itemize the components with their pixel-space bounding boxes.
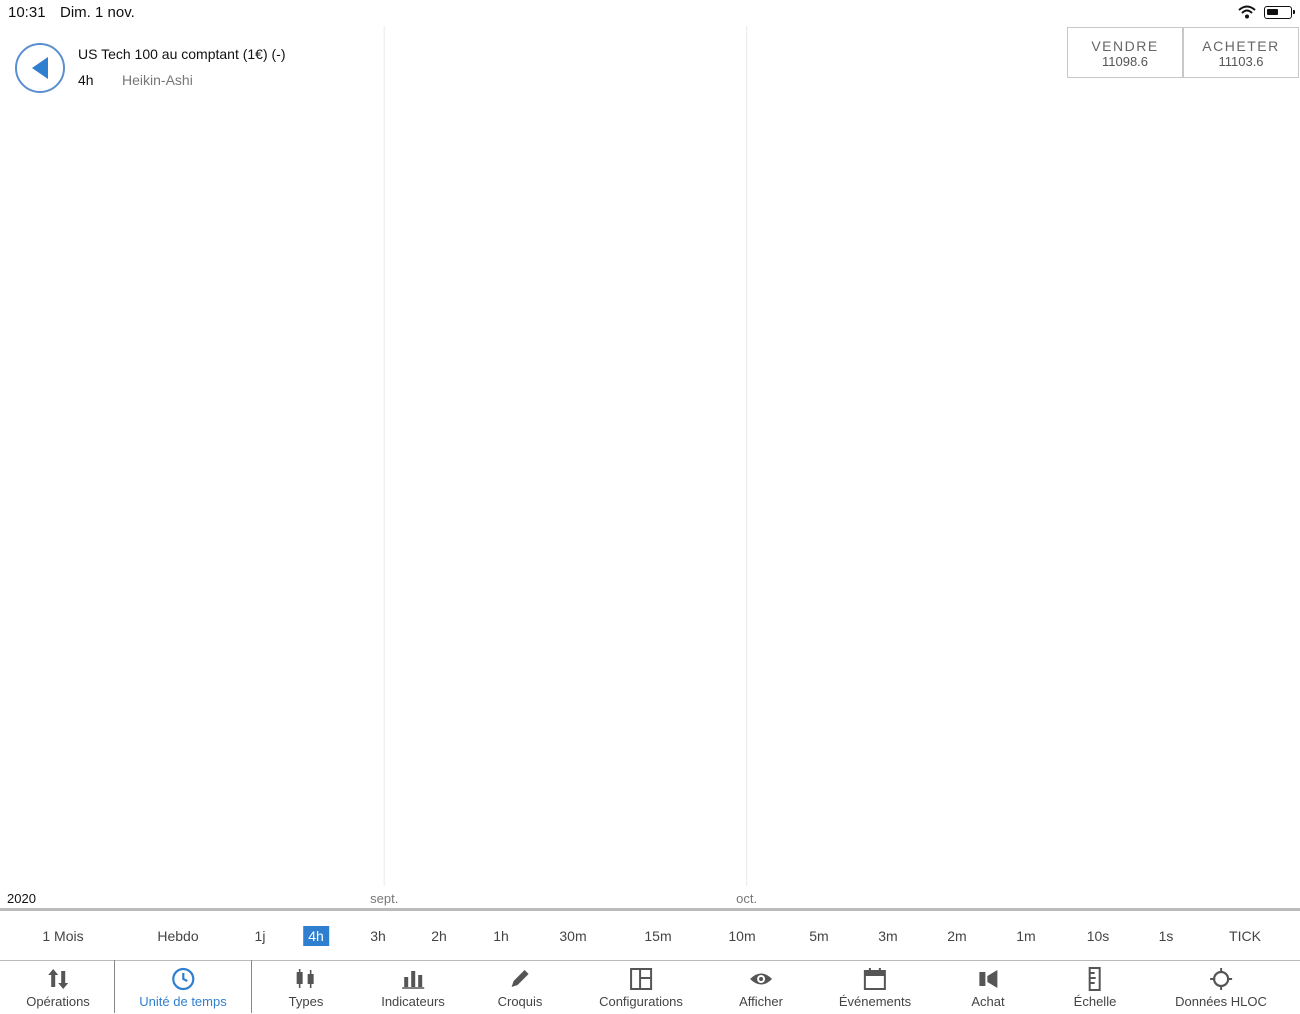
toolbar-crosshair-button[interactable]: Données HLOC bbox=[1175, 961, 1267, 1014]
timeframe-3m[interactable]: 3m bbox=[878, 928, 898, 944]
timeframe-label: 4h bbox=[78, 72, 94, 88]
timeframe-2h[interactable]: 2h bbox=[431, 928, 447, 944]
toolbar-label: Configurations bbox=[599, 994, 683, 1009]
eye-icon bbox=[750, 973, 772, 985]
timeframe-10s[interactable]: 10s bbox=[1086, 928, 1110, 944]
toolbar-label: Données HLOC bbox=[1175, 994, 1267, 1009]
toolbar-pencil-button[interactable]: Croquis bbox=[497, 961, 543, 1014]
timeframe-4h[interactable]: 4h bbox=[303, 926, 329, 946]
toolbar-bar-chart-button[interactable]: Indicateurs bbox=[381, 961, 445, 1014]
x-tick-label: 2020 bbox=[7, 891, 36, 906]
toolbar-active-frame bbox=[114, 960, 252, 1013]
timeframe-1h[interactable]: 1h bbox=[493, 928, 509, 944]
toolbar-sort-arrows-button[interactable]: Opérations bbox=[26, 961, 90, 1014]
timeframe-1j[interactable]: 1j bbox=[254, 928, 266, 944]
status-time: 10:31 bbox=[8, 4, 46, 21]
timeframe-hebdo[interactable]: Hebdo bbox=[157, 928, 199, 944]
back-arrow-icon bbox=[32, 57, 48, 79]
toolbar-candles-button[interactable]: Types bbox=[288, 961, 324, 1014]
toolbar-label: Unité de temps bbox=[139, 994, 227, 1009]
status-bar: 10:31 Dim. 1 nov. bbox=[0, 0, 1300, 26]
status-date: Dim. 1 nov. bbox=[60, 4, 135, 21]
buy-button[interactable]: ACHETER 11103.6 bbox=[1183, 27, 1299, 78]
timeframe-10m[interactable]: 10m bbox=[728, 928, 756, 944]
toolbar-eye-button[interactable]: Afficher bbox=[739, 961, 783, 1014]
candles-icon bbox=[297, 969, 314, 988]
toolbar-label: Achat bbox=[971, 994, 1005, 1009]
toolbar-clock-button[interactable]: Unité de temps bbox=[139, 961, 227, 1014]
layout-icon bbox=[629, 968, 652, 990]
toolbar-calendar-button[interactable]: Événements bbox=[839, 961, 911, 1014]
chart-type-label: Heikin-Ashi bbox=[122, 72, 193, 88]
toolbar-label: Types bbox=[288, 994, 324, 1009]
back-button[interactable] bbox=[15, 43, 65, 93]
timeframe-tick[interactable]: TICK bbox=[1229, 928, 1261, 944]
crosshair-icon bbox=[1210, 968, 1232, 990]
toolbar-label: Échelle bbox=[1073, 994, 1117, 1009]
buy-label: ACHETER bbox=[1202, 38, 1280, 54]
price-chart[interactable]: 12400.012000.011600.011200.011000.010800… bbox=[0, 26, 1300, 910]
toolbar-label: Afficher bbox=[739, 994, 783, 1009]
sell-price: 11098.6 bbox=[1101, 54, 1149, 69]
pencil-icon bbox=[511, 970, 529, 987]
toolbar-ruler-button[interactable]: Échelle bbox=[1073, 961, 1117, 1014]
ruler-icon bbox=[1088, 967, 1101, 991]
timeframe-15m[interactable]: 15m bbox=[644, 928, 672, 944]
clock-icon bbox=[171, 967, 195, 991]
toolbar-label: Événements bbox=[838, 994, 912, 1009]
timeframe-3h[interactable]: 3h bbox=[370, 928, 386, 944]
wifi-icon bbox=[1238, 5, 1256, 19]
toolbar-megaphone-button[interactable]: Achat bbox=[971, 961, 1005, 1014]
toolbar-label: Croquis bbox=[497, 994, 543, 1009]
bar-chart-icon bbox=[402, 971, 424, 989]
timeframe-2m[interactable]: 2m bbox=[947, 928, 967, 944]
timeframe-1m[interactable]: 1m bbox=[1016, 928, 1036, 944]
toolbar-label: Indicateurs bbox=[381, 994, 445, 1009]
toolbar-label: Opérations bbox=[26, 994, 90, 1009]
calendar-icon bbox=[863, 968, 886, 990]
megaphone-icon bbox=[979, 970, 997, 988]
sort-arrows-icon bbox=[48, 969, 68, 989]
toolbar-layout-button[interactable]: Configurations bbox=[599, 961, 683, 1014]
timeframe-30m[interactable]: 30m bbox=[559, 928, 587, 944]
buy-price: 11103.6 bbox=[1218, 54, 1264, 69]
x-tick-label: sept. bbox=[370, 891, 398, 906]
timeframe-1-mois[interactable]: 1 Mois bbox=[42, 928, 84, 944]
sell-label: VENDRE bbox=[1091, 38, 1159, 54]
x-tick-label: oct. bbox=[736, 891, 757, 906]
sell-button[interactable]: VENDRE 11098.6 bbox=[1067, 27, 1183, 78]
instrument-name: US Tech 100 au comptant (1€) (-) bbox=[78, 46, 286, 62]
timeframe-5m[interactable]: 5m bbox=[809, 928, 829, 944]
battery-icon bbox=[1264, 6, 1295, 19]
timeframe-1s[interactable]: 1s bbox=[1158, 928, 1174, 944]
timeframe-bar: 1 Mois Hebdo 1j 4h 3h 2h 1h 30m 15m 10m 5m 3m 2m 1m 10… bbox=[0, 910, 1300, 961]
bottom-toolbar: Opérations Unité de temps Types Indicateurs… bbox=[0, 960, 1300, 1014]
